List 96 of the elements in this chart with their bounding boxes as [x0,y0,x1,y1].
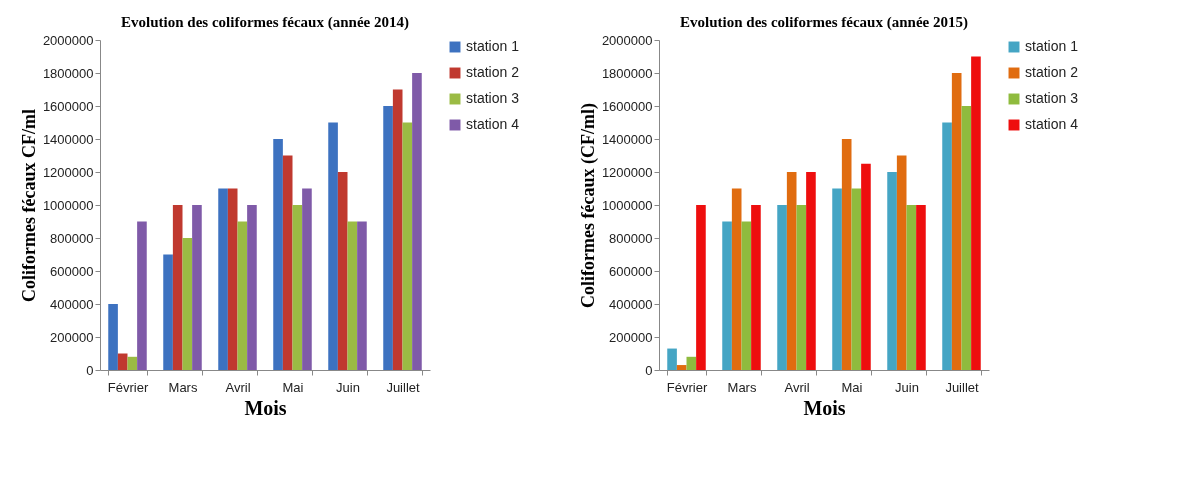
bar [786,172,797,370]
x-tick-label: Février [666,379,708,395]
y-tick-label: 600000 [609,263,653,279]
legend-label: station 2 [466,64,520,80]
bar [337,172,348,370]
bar [163,254,173,370]
y-tick-label: 1200000 [42,164,94,180]
y-tick-label: 1800000 [42,65,94,81]
y-tick-label: 1800000 [601,65,653,81]
bar [667,348,677,370]
bar [961,106,972,370]
bar [218,188,228,370]
bar [916,205,926,370]
bar [127,356,138,370]
bar [861,163,871,370]
chart-title: Evolution des coliformes fécaux (année 2014) [121,14,409,31]
bar [347,221,358,370]
bar [412,73,422,370]
y-tick-label: 600000 [50,263,94,279]
x-tick-label: Mai [282,379,304,395]
x-axis-title: Mois [803,396,846,419]
y-tick-label: 1400000 [601,131,653,147]
bar [237,221,248,370]
legend-label: station 1 [466,38,520,54]
bar [227,188,238,370]
bar [951,73,962,370]
bar [383,106,393,370]
bar [357,221,367,370]
y-tick-label: 400000 [50,296,94,312]
y-tick-label: 1000000 [601,197,653,213]
y-tick-label: 400000 [609,296,653,312]
x-tick-label: Avril [784,379,810,395]
bar [796,205,807,370]
y-tick-label: 1000000 [42,197,94,213]
bar [841,139,852,370]
bar [172,205,183,370]
legend-label: station 3 [1025,90,1079,106]
legend-label: station 1 [1025,38,1079,54]
x-tick-label: Juin [895,379,919,395]
bar [676,365,687,370]
y-tick-label: 200000 [609,329,653,345]
x-tick-label: Mars [727,379,757,395]
chart-title: Evolution des coliformes fécaux (année 2015) [680,14,968,31]
bar [137,221,147,370]
bar [777,205,787,370]
x-tick-label: Avril [225,379,251,395]
bar [971,56,981,370]
y-tick-label: 1600000 [42,98,94,114]
bar [402,122,413,370]
bar [247,205,257,370]
bar [192,205,202,370]
y-tick-label: 1400000 [42,131,94,147]
bar [302,188,312,370]
bar [896,155,907,370]
bar [731,188,742,370]
x-tick-label: Mai [841,379,863,395]
bar [832,188,842,370]
bar [806,172,816,370]
x-tick-label: Mars [168,379,198,395]
x-axis-title: Mois [244,396,287,419]
bar [182,238,193,370]
x-tick-label: Juin [336,379,360,395]
x-tick-label: Février [107,379,149,395]
bar [392,89,403,370]
x-tick-label: Juillet [945,379,979,395]
y-tick-label: 2000000 [42,32,94,48]
legend-label: station 3 [466,90,520,106]
bar [942,122,952,370]
bar [751,205,761,370]
y-tick-label: 1600000 [601,98,653,114]
bar [292,205,303,370]
y-tick-label: 0 [645,362,653,378]
bar [686,356,697,370]
bar [722,221,732,370]
y-tick-label: 200000 [50,329,94,345]
legend-label: station 2 [1025,64,1079,80]
y-tick-label: 1200000 [601,164,653,180]
bar [851,188,862,370]
bar [108,304,118,370]
y-tick-label: 2000000 [601,32,653,48]
bar [282,155,293,370]
legend-label: station 4 [466,116,520,132]
bar [887,172,897,370]
legend-label: station 4 [1025,116,1079,132]
bar [328,122,338,370]
bar [696,205,706,370]
x-tick-label: Juillet [386,379,420,395]
y-tick-label: 800000 [50,230,94,246]
y-axis-title: Coliformes fécaux CF/ml [18,109,39,302]
y-axis-title: Coliformes fécaux (CF/ml) [577,103,599,308]
y-tick-label: 800000 [609,230,653,246]
bar [741,221,752,370]
bar [906,205,917,370]
y-tick-label: 0 [86,362,94,378]
bar [117,353,128,370]
bar [273,139,283,370]
